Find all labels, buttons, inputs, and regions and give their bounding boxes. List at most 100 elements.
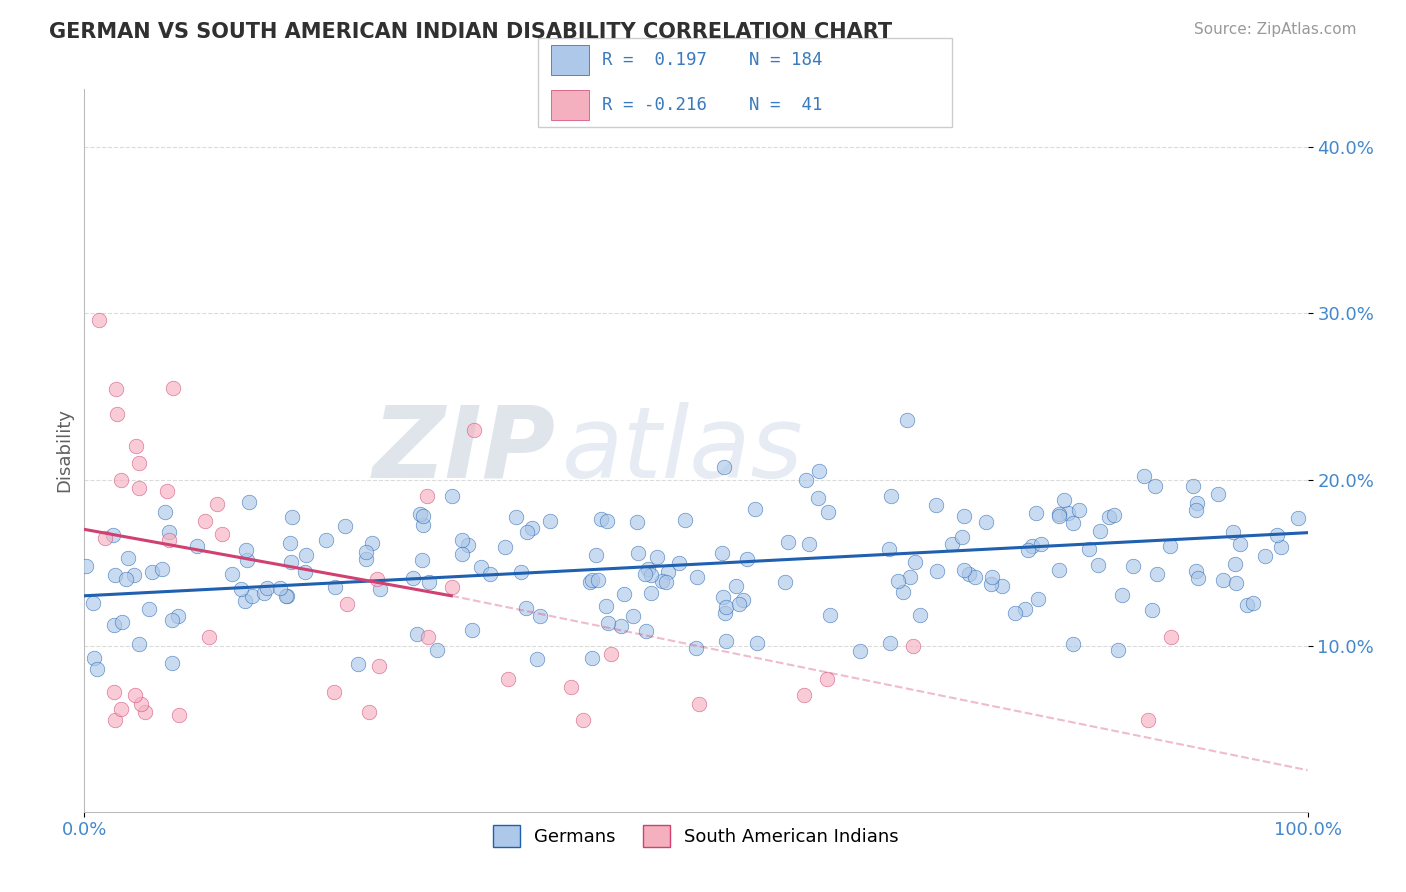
Point bbox=[205, 498, 228, 512]
Point bbox=[354, 552, 377, 566]
Point bbox=[626, 515, 648, 529]
Point bbox=[198, 630, 221, 644]
Point bbox=[104, 568, 127, 582]
Point bbox=[463, 423, 485, 437]
Point bbox=[128, 456, 150, 470]
Point bbox=[1017, 543, 1039, 558]
Point bbox=[578, 574, 600, 589]
Point bbox=[1098, 509, 1121, 524]
Point bbox=[1212, 573, 1234, 587]
Point bbox=[896, 413, 918, 427]
Point bbox=[505, 509, 527, 524]
Point bbox=[229, 582, 252, 596]
Point bbox=[673, 513, 696, 527]
Point bbox=[157, 525, 180, 540]
Point bbox=[589, 512, 612, 526]
Point bbox=[278, 536, 301, 550]
Point bbox=[124, 689, 146, 703]
Point bbox=[498, 672, 520, 686]
Point bbox=[240, 589, 263, 603]
Point bbox=[1062, 516, 1084, 530]
Point bbox=[1225, 575, 1247, 590]
Point bbox=[657, 565, 679, 579]
Point bbox=[904, 555, 927, 569]
Point bbox=[621, 608, 644, 623]
Point bbox=[221, 566, 243, 581]
Point bbox=[898, 570, 921, 584]
Point bbox=[236, 553, 259, 567]
Point bbox=[75, 559, 97, 574]
Point bbox=[1254, 549, 1277, 563]
Point bbox=[727, 597, 749, 611]
Point bbox=[974, 515, 997, 529]
Text: Source: ZipAtlas.com: Source: ZipAtlas.com bbox=[1194, 22, 1357, 37]
Point bbox=[451, 533, 474, 547]
Point bbox=[478, 567, 501, 582]
Point bbox=[166, 608, 188, 623]
Point bbox=[117, 551, 139, 566]
Point bbox=[238, 495, 260, 509]
Point bbox=[366, 572, 388, 586]
Point bbox=[440, 581, 463, 595]
Point bbox=[1144, 479, 1167, 493]
Point bbox=[110, 702, 132, 716]
Point bbox=[402, 571, 425, 585]
Point bbox=[1077, 541, 1099, 556]
Point bbox=[101, 527, 124, 541]
Point bbox=[194, 514, 217, 528]
Point bbox=[86, 662, 108, 676]
Point bbox=[950, 530, 973, 544]
Point bbox=[1014, 602, 1036, 616]
Point bbox=[815, 672, 838, 686]
Point bbox=[1111, 588, 1133, 602]
FancyBboxPatch shape bbox=[551, 90, 589, 120]
Point bbox=[256, 581, 278, 595]
Point bbox=[125, 439, 148, 453]
Point bbox=[1090, 524, 1112, 539]
FancyBboxPatch shape bbox=[551, 45, 589, 75]
Point bbox=[418, 575, 440, 590]
Point bbox=[596, 514, 619, 528]
Point bbox=[879, 635, 901, 649]
Legend: Germans, South American Indians: Germans, South American Indians bbox=[485, 818, 907, 855]
Point bbox=[110, 473, 132, 487]
Point bbox=[82, 596, 104, 610]
Point bbox=[361, 536, 384, 550]
Point bbox=[153, 505, 176, 519]
Point bbox=[510, 566, 533, 580]
Point bbox=[1288, 511, 1310, 525]
Point bbox=[93, 531, 115, 545]
Point bbox=[461, 623, 484, 637]
Point bbox=[634, 624, 657, 638]
Point bbox=[714, 634, 737, 648]
Point bbox=[235, 542, 257, 557]
Point bbox=[1185, 496, 1208, 510]
Point bbox=[538, 514, 561, 528]
Point bbox=[280, 510, 302, 524]
Point bbox=[335, 519, 357, 533]
Point bbox=[103, 685, 125, 699]
Text: ZIP: ZIP bbox=[373, 402, 555, 499]
Point bbox=[585, 548, 607, 562]
Point bbox=[1052, 493, 1074, 508]
Point bbox=[744, 502, 766, 516]
Point bbox=[128, 637, 150, 651]
Point bbox=[114, 572, 136, 586]
Point bbox=[411, 553, 433, 567]
Point bbox=[526, 651, 548, 665]
Point bbox=[368, 658, 391, 673]
Point bbox=[138, 602, 160, 616]
Point bbox=[710, 546, 733, 560]
Point bbox=[1241, 595, 1264, 609]
Point bbox=[1265, 528, 1288, 542]
Point bbox=[1136, 714, 1159, 728]
Point bbox=[186, 539, 208, 553]
Point bbox=[162, 381, 184, 395]
Point bbox=[1122, 558, 1144, 573]
Point bbox=[1187, 572, 1209, 586]
Point bbox=[581, 651, 603, 665]
Point bbox=[776, 535, 799, 549]
Point bbox=[807, 491, 830, 505]
Point bbox=[122, 567, 145, 582]
Point bbox=[1056, 506, 1078, 520]
